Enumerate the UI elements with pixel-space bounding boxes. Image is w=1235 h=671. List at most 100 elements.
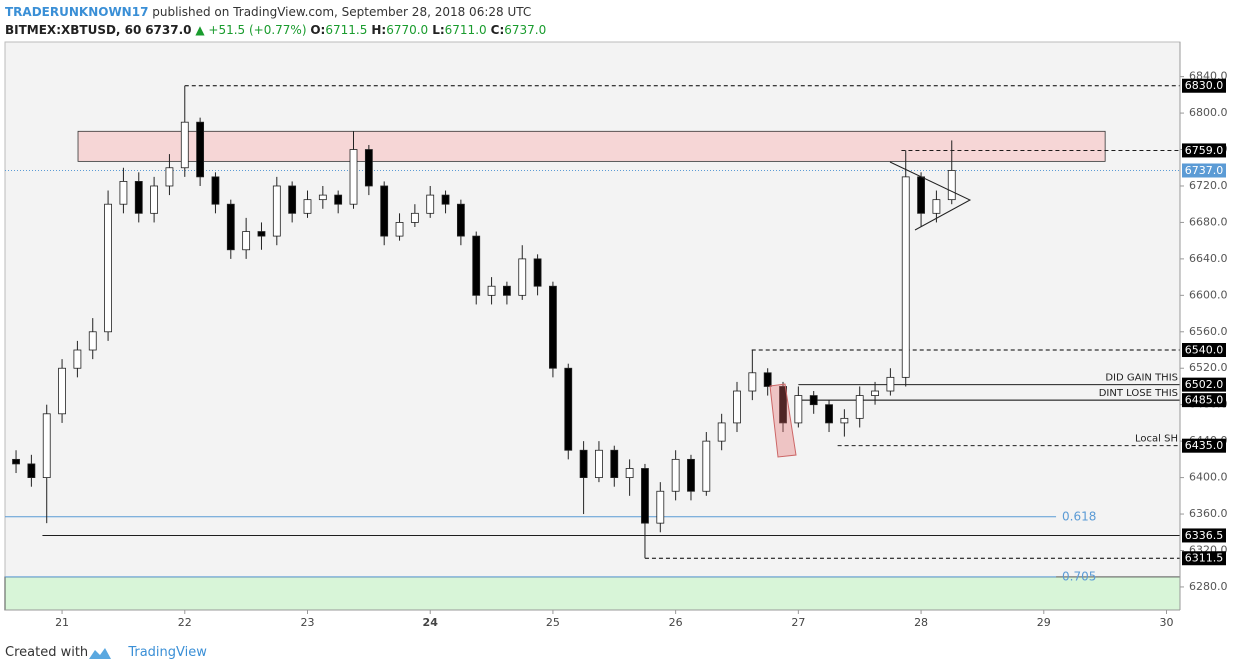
flag-drawing [769, 383, 797, 458]
candle-body [533, 258, 542, 287]
candle-body [549, 285, 557, 369]
footer-text: Created with [5, 645, 89, 660]
candle-body [579, 449, 588, 478]
candle-body [456, 203, 465, 237]
price-box-label: 6540.0 [1185, 344, 1224, 357]
price-box-label: 6737.0 [1185, 164, 1224, 177]
x-tick-label: 24 [423, 616, 439, 629]
candle-body [257, 231, 266, 237]
last-price: 6737.0 [145, 23, 192, 37]
candle-body [779, 386, 787, 424]
ohlc-value: 6770.0 [386, 23, 429, 37]
candle-body [288, 185, 297, 214]
x-tick-label: 28 [914, 616, 928, 629]
candle-body [901, 176, 910, 378]
candle-body [226, 203, 235, 251]
y-tick-label: 6640.0 [1189, 252, 1228, 265]
price-box [1182, 377, 1226, 392]
candle-body [625, 468, 634, 478]
arrow: ▲ [195, 23, 205, 37]
candle-body [564, 367, 573, 451]
candle-body [441, 194, 450, 205]
ohlc: O:6711.5 H:6770.0 L:6711.0 C:6737.0 [310, 23, 550, 37]
candle-body [426, 194, 435, 214]
change: +51.5 (+0.77%) [208, 23, 307, 37]
candle-body [809, 395, 818, 406]
candle-body [410, 212, 419, 223]
candle-body [472, 235, 481, 296]
candle-body [825, 404, 833, 424]
candle-body [886, 376, 895, 392]
candle-body [855, 395, 864, 419]
x-tick-label: 29 [1037, 616, 1051, 629]
x-tick-label: 22 [178, 616, 192, 629]
author[interactable]: TRADERUNKNOWN17 [5, 5, 149, 19]
candle-body [150, 185, 158, 214]
y-tick-label: 6600.0 [1189, 288, 1228, 301]
candle-body [748, 372, 757, 392]
price-box-label: 6311.5 [1185, 552, 1224, 565]
x-tick-label: 23 [300, 616, 314, 629]
candle-body [334, 194, 343, 205]
candle-body [27, 463, 36, 478]
y-tick-label: 6360.0 [1189, 507, 1228, 520]
price-box [1182, 551, 1226, 566]
ohlc-value: 6737.0 [504, 23, 547, 37]
candle-body [58, 367, 66, 415]
price-box-label: 6830.0 [1185, 79, 1224, 92]
candle-body [641, 468, 649, 524]
candle-body [88, 331, 97, 351]
candle-body [840, 417, 849, 424]
candle-body [932, 199, 941, 214]
price-box [1182, 163, 1226, 178]
ohlc-key: H: [371, 23, 387, 37]
fib-label: 0.618 [1062, 509, 1096, 523]
candle-body [380, 185, 389, 237]
x-tick-label: 30 [1160, 616, 1174, 629]
candle-body [518, 258, 527, 296]
candle-body [687, 458, 695, 492]
candle-body [119, 181, 128, 205]
candle-body [104, 203, 112, 333]
candle-body [134, 181, 143, 214]
candle-body [947, 170, 956, 201]
fib-label: 0.705 [1062, 569, 1096, 583]
zone [77, 130, 1106, 162]
candle-body [503, 285, 511, 296]
candle-body [42, 413, 51, 478]
candle-body [272, 185, 281, 237]
candle-body [595, 449, 603, 478]
candle-body [349, 149, 358, 205]
price-box [1182, 393, 1226, 408]
price-box-label: 6759.0 [1185, 144, 1224, 157]
price-box [1182, 343, 1226, 358]
candle-body [211, 176, 220, 205]
candle-body [717, 422, 726, 442]
candle-body [917, 176, 925, 214]
candle-body [794, 395, 803, 424]
zone [4, 576, 1181, 611]
candle-body [303, 199, 312, 214]
y-tick-label: 6800.0 [1189, 106, 1228, 119]
triangle-drawing [889, 161, 972, 231]
price-box-label: 6485.0 [1185, 394, 1224, 407]
level-note: DID GAIN THIS [1105, 373, 1178, 384]
candle-body [733, 390, 741, 424]
price-box [1182, 438, 1226, 453]
ohlc-key: L: [432, 23, 445, 37]
y-tick-label: 6280.0 [1189, 580, 1228, 593]
candle-body [871, 390, 879, 396]
y-tick-label: 6720.0 [1189, 179, 1228, 192]
ohlc-key: O: [310, 23, 326, 37]
candle-body [656, 490, 665, 524]
footer-brand[interactable]: TradingView [128, 645, 207, 660]
price-box [1182, 528, 1226, 543]
candle-body [702, 440, 711, 492]
x-tick-label: 27 [791, 616, 805, 629]
candle-body [487, 285, 496, 296]
candle-body [180, 121, 189, 169]
price-box [1182, 143, 1226, 158]
candle-body [610, 449, 619, 478]
candle-body [73, 349, 82, 369]
